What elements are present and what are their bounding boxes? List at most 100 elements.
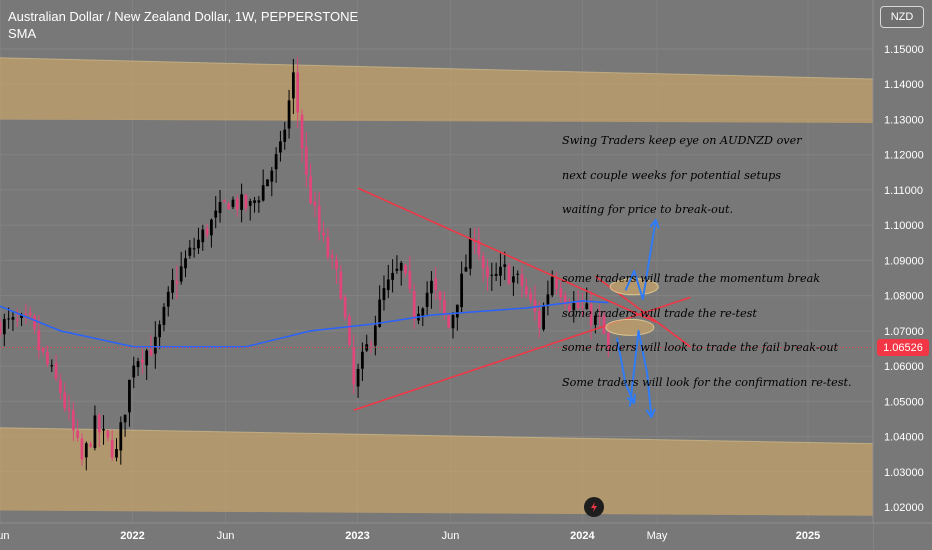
candle-body[interactable] <box>326 237 330 257</box>
candle-body[interactable] <box>382 288 386 301</box>
candle-body[interactable] <box>425 292 429 307</box>
candle-body[interactable] <box>317 206 321 232</box>
candle-body[interactable] <box>71 410 75 431</box>
candle-body[interactable] <box>15 319 19 321</box>
candle-body[interactable] <box>153 336 157 354</box>
candle-body[interactable] <box>486 267 489 278</box>
candle-body[interactable] <box>499 266 502 276</box>
candle-body[interactable] <box>348 316 351 345</box>
candle-body[interactable] <box>171 280 174 293</box>
candle-body[interactable] <box>520 274 524 286</box>
candle-body[interactable] <box>421 308 425 317</box>
candle-body[interactable] <box>391 272 394 280</box>
candle-body[interactable] <box>516 273 520 275</box>
candle-body[interactable] <box>128 379 131 413</box>
candle-body[interactable] <box>451 315 455 329</box>
scenario-arrow[interactable] <box>628 329 653 418</box>
candle-body[interactable] <box>97 414 101 433</box>
candle-body[interactable] <box>20 314 23 318</box>
candle-body[interactable] <box>568 305 571 311</box>
candle-body[interactable] <box>524 286 528 295</box>
candle-body[interactable] <box>119 422 123 451</box>
candle-body[interactable] <box>46 352 49 365</box>
candle-body[interactable] <box>106 430 110 438</box>
candle-body[interactable] <box>555 279 558 289</box>
candle-body[interactable] <box>115 449 118 458</box>
candle-body[interactable] <box>412 291 416 320</box>
candle-body[interactable] <box>581 306 584 308</box>
candle-body[interactable] <box>257 200 261 203</box>
candle-body[interactable] <box>563 295 567 305</box>
candle-body[interactable] <box>386 279 390 291</box>
candle-body[interactable] <box>210 219 213 236</box>
candle-body[interactable] <box>24 313 28 315</box>
candle-body[interactable] <box>11 317 15 320</box>
candle-body[interactable] <box>606 332 610 348</box>
candle-body[interactable] <box>145 350 149 366</box>
trend-line[interactable] <box>353 296 691 411</box>
candle-body[interactable] <box>598 317 602 319</box>
candle-body[interactable] <box>28 312 32 316</box>
candle-body[interactable] <box>54 362 58 379</box>
candle-body[interactable] <box>585 303 589 310</box>
candle-body[interactable] <box>7 318 11 320</box>
candle-body[interactable] <box>296 72 300 113</box>
candle-body[interactable] <box>240 194 243 211</box>
candle-body[interactable] <box>205 228 209 235</box>
candle-body[interactable] <box>330 255 334 258</box>
candle-body[interactable] <box>460 273 464 308</box>
candle-body[interactable] <box>197 239 200 249</box>
candle-body[interactable] <box>59 379 62 393</box>
candle-body[interactable] <box>184 258 187 269</box>
candle-body[interactable] <box>287 100 291 129</box>
candle-body[interactable] <box>589 304 593 326</box>
candle-body[interactable] <box>602 315 606 334</box>
candle-body[interactable] <box>343 297 347 318</box>
candle-body[interactable] <box>373 325 377 346</box>
candle-body[interactable] <box>218 202 222 214</box>
tradingview-logo-icon[interactable] <box>584 497 604 517</box>
candle-body[interactable] <box>132 365 136 378</box>
candle-body[interactable] <box>300 114 304 149</box>
candle-body[interactable] <box>123 414 127 423</box>
candle-body[interactable] <box>438 291 442 300</box>
candle-body[interactable] <box>244 194 248 209</box>
candle-body[interactable] <box>529 292 533 301</box>
indicator-label[interactable]: SMA <box>8 26 37 41</box>
candle-body[interactable] <box>110 439 114 458</box>
candle-body[interactable] <box>192 248 196 250</box>
candle-body[interactable] <box>404 265 407 274</box>
candle-body[interactable] <box>442 300 446 314</box>
candle-body[interactable] <box>309 176 313 204</box>
candle-body[interactable] <box>76 430 80 438</box>
candle-body[interactable] <box>399 262 403 271</box>
candle-body[interactable] <box>50 365 54 367</box>
candle-body[interactable] <box>533 299 537 312</box>
candle-body[interactable] <box>291 72 295 99</box>
retest-ellipse[interactable] <box>605 318 655 336</box>
candle-body[interactable] <box>149 349 153 356</box>
candle-body[interactable] <box>494 273 498 276</box>
candle-body[interactable] <box>455 304 459 318</box>
candle-body[interactable] <box>361 351 364 369</box>
candle-body[interactable] <box>274 154 278 170</box>
candle-body[interactable] <box>313 201 317 206</box>
candle-body[interactable] <box>136 361 140 368</box>
candle-body[interactable] <box>84 443 88 458</box>
candle-body[interactable] <box>188 247 192 256</box>
candle-body[interactable] <box>67 408 71 411</box>
candle-body[interactable] <box>503 264 507 267</box>
candle-body[interactable] <box>395 268 399 271</box>
candle-body[interactable] <box>248 201 252 206</box>
candle-body[interactable] <box>430 280 433 294</box>
currency-badge[interactable]: NZD <box>880 6 924 28</box>
candle-body[interactable] <box>477 240 481 256</box>
candle-body[interactable] <box>261 185 265 201</box>
candle-body[interactable] <box>369 343 373 345</box>
candle-body[interactable] <box>434 278 438 290</box>
candle-body[interactable] <box>63 392 67 409</box>
candle-body[interactable] <box>322 232 325 236</box>
candle-body[interactable] <box>175 281 179 284</box>
